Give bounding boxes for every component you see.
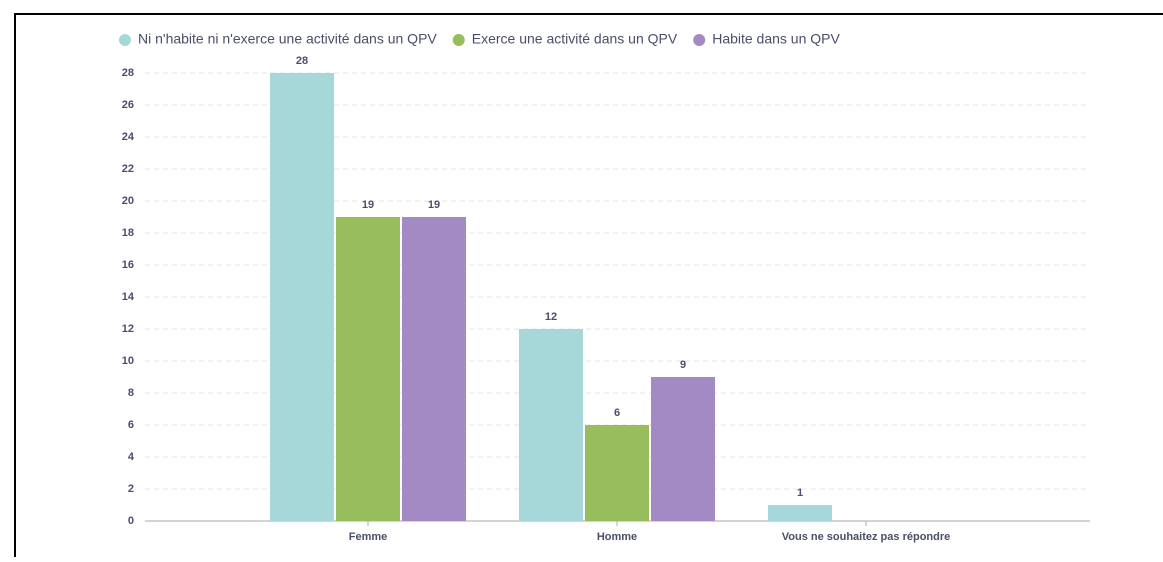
value-label: 6	[614, 407, 620, 419]
value-label: 19	[362, 199, 374, 211]
bar	[651, 377, 715, 521]
y-tick-label: 2	[128, 483, 134, 495]
y-tick-label: 20	[122, 195, 134, 207]
value-label: 28	[296, 55, 308, 67]
y-tick-label: 22	[122, 163, 134, 175]
value-label: 19	[428, 199, 440, 211]
y-tick-label: 4	[128, 451, 135, 463]
bar	[270, 73, 334, 521]
bar	[402, 217, 466, 521]
frame	[14, 13, 1163, 562]
value-label: 9	[680, 359, 686, 371]
legend-marker	[452, 34, 465, 46]
x-tick-label: Femme	[349, 531, 388, 543]
bar	[768, 505, 832, 521]
legend-marker	[693, 34, 706, 46]
legend-label: Habite dans un QPV	[712, 31, 840, 47]
y-tick-label: 0	[128, 515, 134, 527]
bar	[336, 217, 400, 521]
y-tick-label: 26	[122, 99, 134, 111]
legend-marker	[119, 34, 131, 46]
y-tick-label: 8	[128, 387, 134, 399]
bar	[519, 329, 583, 521]
legend-label: Ni n'habite ni n'exerce une activité dan…	[138, 31, 437, 47]
x-tick-label: Homme	[597, 531, 637, 543]
y-tick-label: 28	[122, 67, 134, 79]
y-tick-label: 12	[122, 323, 134, 335]
bar	[585, 425, 649, 521]
legend-label: Exerce une activité dans un QPV	[472, 31, 678, 47]
value-label: 12	[545, 311, 557, 323]
x-tick-label: Vous ne souhaitez pas répondre	[782, 531, 951, 543]
y-tick-label: 6	[128, 419, 134, 431]
y-tick-label: 24	[122, 131, 135, 143]
y-tick-label: 14	[122, 291, 135, 303]
y-tick-label: 18	[122, 227, 134, 239]
y-tick-label: 16	[122, 259, 134, 271]
y-tick-label: 10	[122, 355, 134, 367]
value-label: 1	[797, 487, 803, 499]
